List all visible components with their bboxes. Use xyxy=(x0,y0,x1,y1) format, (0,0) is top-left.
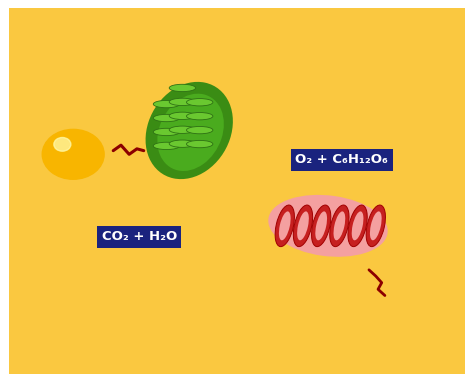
Ellipse shape xyxy=(275,205,294,247)
Text: O₂ + C₆H₁₂O₆: O₂ + C₆H₁₂O₆ xyxy=(295,153,388,166)
Ellipse shape xyxy=(146,82,233,179)
Text: light energy: light energy xyxy=(37,206,109,219)
Ellipse shape xyxy=(169,126,196,133)
Ellipse shape xyxy=(186,141,213,148)
Ellipse shape xyxy=(186,99,213,106)
Text: chemical energy
(ATP): chemical energy (ATP) xyxy=(366,327,458,348)
Ellipse shape xyxy=(169,140,196,147)
Ellipse shape xyxy=(366,205,385,247)
Ellipse shape xyxy=(297,211,309,240)
Text: CO₂ + H₂O: CO₂ + H₂O xyxy=(101,230,177,243)
Ellipse shape xyxy=(169,84,196,92)
Text: chloroplast: chloroplast xyxy=(155,206,219,219)
Ellipse shape xyxy=(334,211,345,240)
Ellipse shape xyxy=(311,205,331,247)
Ellipse shape xyxy=(315,211,327,240)
Ellipse shape xyxy=(157,94,224,171)
Ellipse shape xyxy=(370,211,382,240)
Circle shape xyxy=(42,129,104,179)
Ellipse shape xyxy=(169,112,196,120)
Ellipse shape xyxy=(268,195,388,257)
Ellipse shape xyxy=(153,100,180,108)
Ellipse shape xyxy=(153,128,180,136)
Text: photosynthesis: photosynthesis xyxy=(265,91,350,100)
Ellipse shape xyxy=(348,205,367,247)
Text: Cellular Respiration: Cellular Respiration xyxy=(36,19,438,53)
Ellipse shape xyxy=(133,69,241,188)
Text: celluar
respiration: celluar respiration xyxy=(137,288,196,310)
Ellipse shape xyxy=(293,205,313,247)
Circle shape xyxy=(35,123,112,186)
Ellipse shape xyxy=(153,114,180,122)
Text: mitochondrion: mitochondrion xyxy=(276,292,362,305)
Circle shape xyxy=(54,138,71,151)
Ellipse shape xyxy=(169,98,196,105)
Ellipse shape xyxy=(186,126,213,134)
Ellipse shape xyxy=(258,185,407,270)
Ellipse shape xyxy=(330,205,349,247)
Ellipse shape xyxy=(279,211,291,240)
Ellipse shape xyxy=(352,211,364,240)
Ellipse shape xyxy=(153,142,180,150)
Ellipse shape xyxy=(186,113,213,120)
